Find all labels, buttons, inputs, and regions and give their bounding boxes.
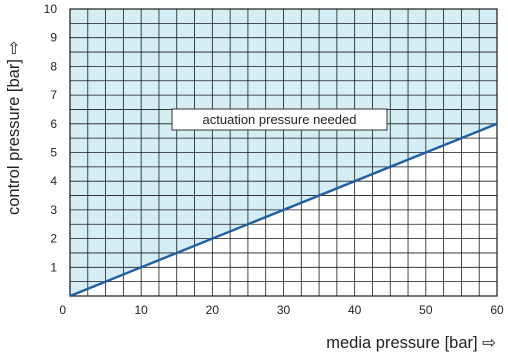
y-tick-label: 7 (50, 88, 57, 102)
annotation-layer: actuation pressure needed (171, 108, 388, 131)
y-tick-label: 5 (50, 146, 57, 160)
annotation-text: actuation pressure needed (203, 112, 357, 127)
x-tick-label: 30 (277, 303, 291, 317)
series-line (69, 122, 498, 298)
y-tick-label: 10 (44, 2, 58, 16)
x-tick-label: 60 (490, 303, 504, 317)
y-tick-label: 8 (50, 59, 57, 73)
y-tick-label: 9 (50, 31, 57, 45)
grid-layer (69, 8, 498, 297)
y-tick-label: 4 (50, 174, 57, 188)
tick-label-layer: 0 10 20 30 40 50 60 1 2 3 4 5 6 7 8 9 10 (44, 2, 504, 317)
series-layer (69, 122, 498, 298)
x-tick-label: 20 (206, 303, 220, 317)
annotation-box (171, 108, 388, 131)
plot-frame (69, 8, 498, 297)
y-tick-label: 1 (50, 260, 57, 274)
x-tick-label: 40 (348, 303, 362, 317)
y-tick-label: 3 (50, 203, 57, 217)
y-axis-label: control pressure [bar] ⇨ (5, 41, 23, 215)
x-tick-label: 10 (134, 303, 148, 317)
y-tick-label: 2 (50, 232, 57, 246)
x-tick-label: 0 (59, 303, 66, 317)
x-tick-label: 50 (419, 303, 433, 317)
y-tick-label: 6 (50, 117, 57, 131)
x-axis-label: media pressure [bar] ⇨ (326, 334, 496, 352)
